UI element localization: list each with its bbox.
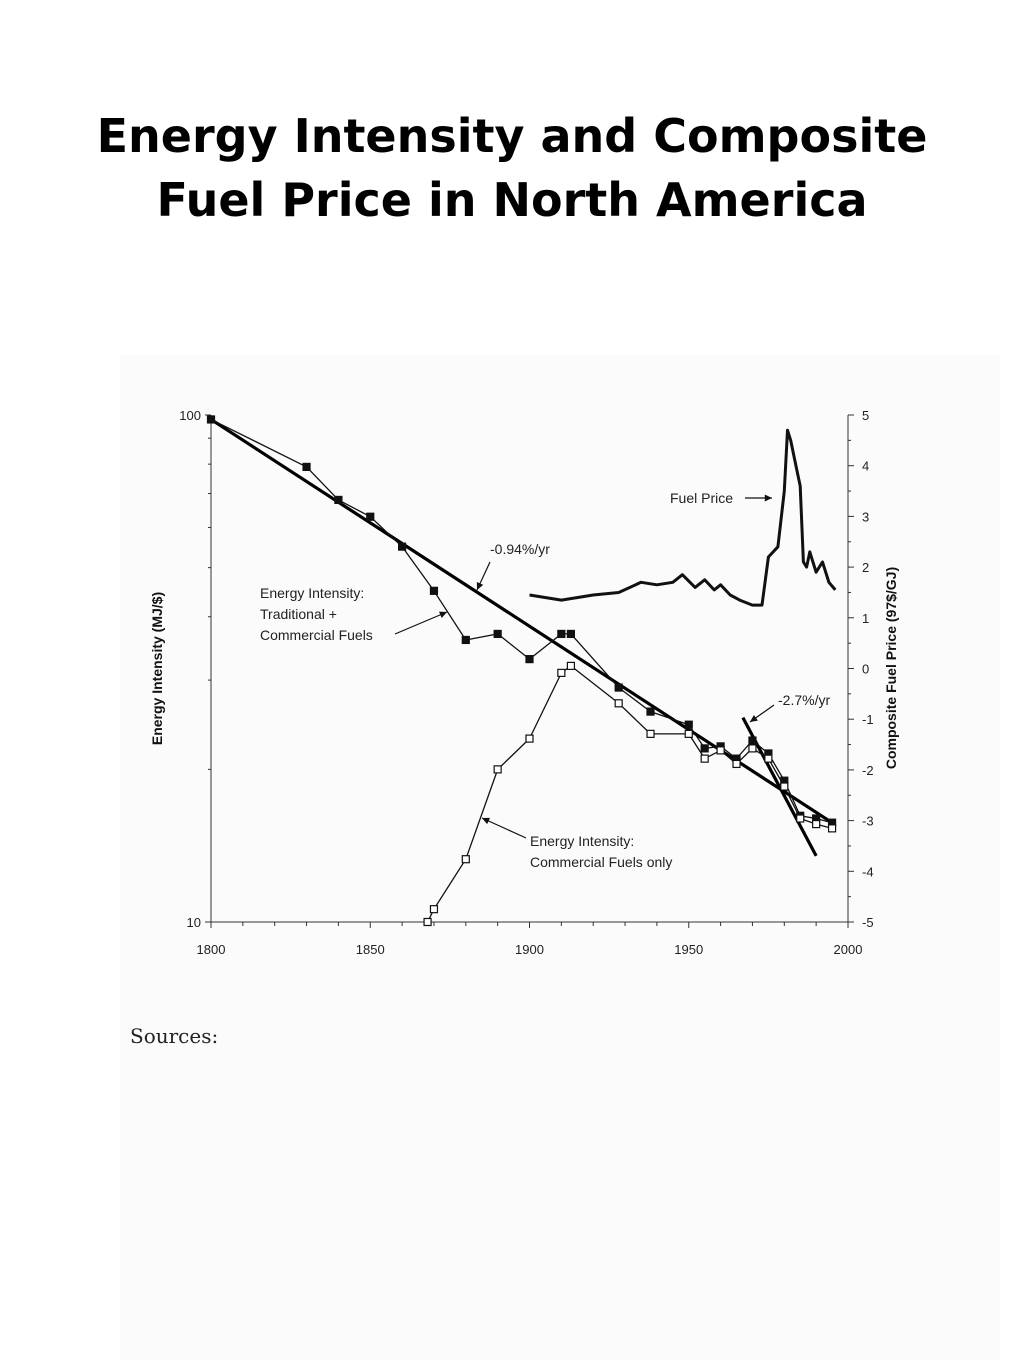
- y-right-tick-label: 1: [862, 611, 869, 626]
- data-point: [700, 744, 709, 753]
- annotation-text: Traditional +: [260, 606, 337, 622]
- data-point: [423, 917, 432, 927]
- annotation-text: Fuel Price: [670, 490, 733, 506]
- data-point: [398, 542, 407, 551]
- x-tick-label: 1950: [674, 942, 703, 957]
- data-point: [646, 729, 655, 738]
- data-point: [493, 629, 502, 639]
- arrow-head: [482, 817, 490, 825]
- y-right-tick-label: -4: [862, 864, 874, 879]
- y-left-tick-label: 100: [179, 408, 201, 423]
- y-right-tick-label: 3: [862, 509, 869, 524]
- annotation-3: -2.7%/yr: [749, 692, 830, 723]
- sources-label: Sources:: [130, 1024, 219, 1048]
- data-point: [525, 734, 534, 743]
- slide-title: Energy Intensity and Composite Fuel Pric…: [0, 104, 1024, 232]
- data-point: [461, 635, 470, 645]
- data-point: [796, 814, 805, 823]
- series-1: [423, 661, 837, 927]
- x-tick-label: 1900: [515, 942, 544, 957]
- y-right-tick-label: -2: [862, 763, 874, 778]
- y-right-tick-label: -3: [862, 814, 874, 829]
- data-point: [493, 765, 502, 774]
- annotation-text: -2.7%/yr: [778, 692, 830, 708]
- data-point: [812, 819, 821, 829]
- data-point: [764, 754, 773, 763]
- annotation-2: Energy Intensity: Traditional + Commercial…: [260, 585, 448, 643]
- y-right-tick-label: -1: [862, 712, 874, 727]
- series-line: [427, 665, 833, 923]
- annotation-text: Energy Intensity:: [530, 833, 634, 849]
- data-series: [206, 415, 837, 927]
- data-point: [684, 729, 693, 738]
- data-point: [461, 855, 470, 864]
- annotations: Fuel Price -0.94%/yr Energy Intensity: Trad…: [260, 490, 830, 870]
- annotation-1: -0.94%/yr: [476, 541, 550, 591]
- annotation-0: Fuel Price: [670, 490, 772, 506]
- data-point: [525, 655, 534, 664]
- data-point: [827, 824, 837, 833]
- trend-line-long-run: [210, 418, 833, 825]
- arrow-head: [439, 611, 447, 619]
- data-point: [780, 782, 789, 791]
- series-2: [529, 428, 837, 607]
- data-point: [700, 754, 709, 763]
- data-point: [302, 462, 311, 472]
- data-point: [566, 629, 576, 639]
- figure-panel: [120, 355, 1000, 1360]
- data-point: [614, 699, 623, 708]
- annotation-arrow: [481, 817, 527, 839]
- x-tick-label: 1850: [356, 942, 385, 957]
- annotation-text: Energy Intensity:: [260, 585, 364, 601]
- data-point: [732, 759, 741, 769]
- data-point: [557, 668, 566, 677]
- data-point: [206, 415, 216, 424]
- y-right-tick-label: 4: [862, 459, 869, 474]
- annotation-4: Energy Intensity: Commercial Fuels only: [481, 817, 672, 870]
- annotation-arrow: [394, 611, 448, 635]
- data-point: [566, 661, 576, 670]
- arrow-head: [750, 714, 758, 722]
- axes: 1800 1850 1900 1950 2000 10 100 -5 -4 -3 -2 -1 0 1 2 3 4…: [149, 408, 899, 957]
- data-point: [334, 495, 343, 505]
- data-point: [557, 629, 566, 639]
- y-right-tick-label: -5: [862, 915, 874, 930]
- data-point: [429, 905, 439, 914]
- data-point: [748, 744, 757, 753]
- data-point: [748, 736, 757, 745]
- data-point: [366, 512, 375, 521]
- annotation-text: -0.94%/yr: [490, 541, 550, 557]
- arrow-head: [476, 582, 484, 590]
- data-point: [646, 707, 655, 716]
- series-line: [529, 428, 837, 607]
- energy-intensity-chart: 1800 1850 1900 1950 2000 10 100 -5 -4 -3 -2 -1 0 1 2 3 4…: [149, 408, 899, 957]
- y-right-tick-label: 0: [862, 662, 869, 677]
- y-right-tick-label: 5: [862, 408, 869, 423]
- data-point: [684, 720, 693, 729]
- slide-title-line-1: Energy Intensity and Composite: [96, 109, 928, 163]
- y-left-tick-label: 10: [187, 915, 201, 930]
- slide-title-line-2: Fuel Price in North America: [156, 173, 868, 227]
- y-right-axis-title: Composite Fuel Price (97$/GJ): [883, 567, 899, 769]
- y-right-tick-label: 2: [862, 560, 869, 575]
- data-point: [716, 746, 725, 755]
- annotation-text: Commercial Fuels only: [530, 854, 672, 870]
- y-left-axis-title: Energy Intensity (MJ/$): [149, 592, 165, 745]
- data-point: [614, 683, 623, 692]
- x-tick-label: 2000: [834, 942, 863, 957]
- x-tick-label: 1800: [197, 942, 226, 957]
- arrow-head: [764, 494, 772, 502]
- data-point: [429, 586, 439, 595]
- annotation-text: Commercial Fuels: [260, 627, 373, 643]
